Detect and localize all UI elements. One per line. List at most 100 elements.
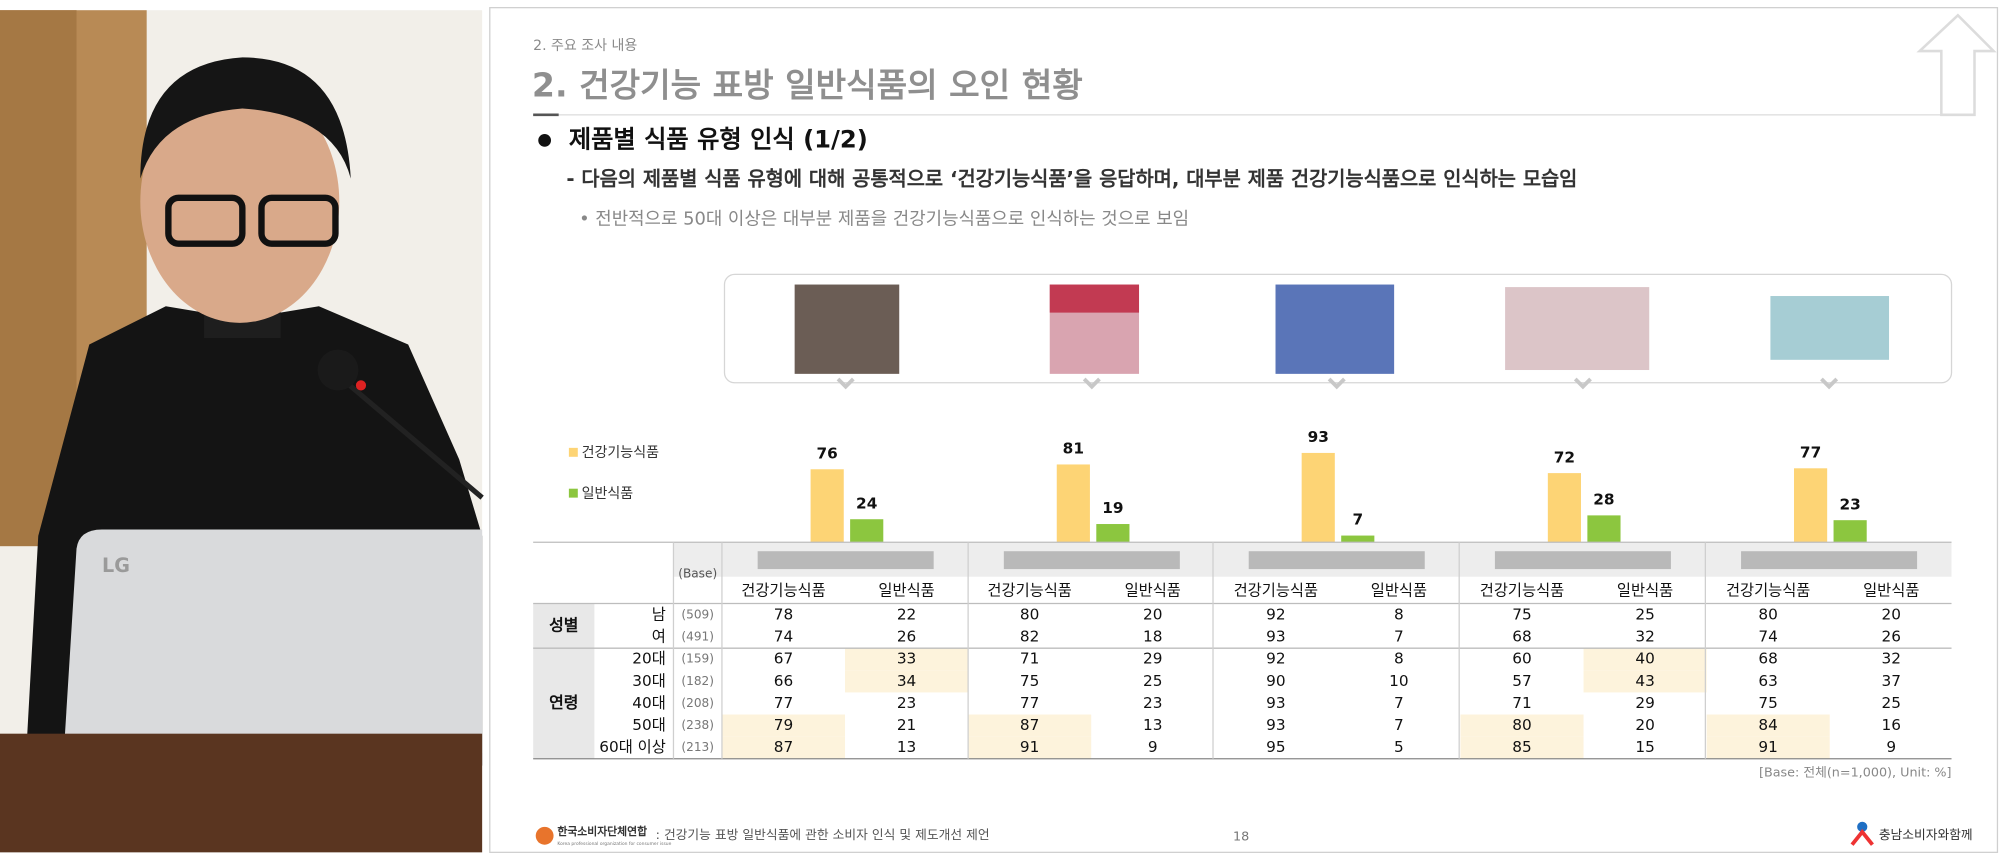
highlight-cell <box>1460 714 1584 737</box>
slide-title: 2. 건강기능 표방 일반식품의 오인 현황 <box>532 65 1083 104</box>
footer-right-logo: 충남소비자와함께 <box>1879 828 1973 843</box>
highlight-cell <box>1460 736 1584 759</box>
data-table: (Base) 건강기능식품 일반식품 건강기능식품 일반식품 건강기능식품 일반식품 건강기능… <box>533 541 1952 760</box>
table-cell: 25 <box>1143 672 1162 690</box>
value-label: 23 <box>1839 495 1860 513</box>
table-cell: 93 <box>1266 694 1285 712</box>
row-label: 남 <box>652 606 666 624</box>
column-header: 일반식품 <box>1863 581 1919 599</box>
product-image <box>1049 284 1140 313</box>
table-cell: 7 <box>1394 716 1404 734</box>
table-cell: 29 <box>1635 694 1654 712</box>
table-cell: 23 <box>897 694 916 712</box>
microphone <box>329 368 484 500</box>
legend-swatch <box>568 447 578 457</box>
highlight-cell <box>1706 736 1830 759</box>
table-cell: 37 <box>1882 672 1901 690</box>
glasses-right <box>258 194 339 247</box>
note: • 전반적으로 50대 이상은 대부분 제품을 건강기능식품으로 인식하는 것으… <box>579 208 1189 229</box>
microphone-light <box>355 380 367 391</box>
highlight-cell <box>1583 670 1707 693</box>
product-image <box>794 284 900 374</box>
product-image <box>1770 296 1890 360</box>
highlight-cell <box>845 670 969 693</box>
bar <box>1833 520 1867 543</box>
row-base: (213) <box>681 740 714 754</box>
table-cell: 25 <box>1882 694 1901 712</box>
product-name-blur <box>1741 551 1918 570</box>
table-cell: 68 <box>1512 628 1531 646</box>
table-cell: 78 <box>774 606 793 624</box>
bar <box>1587 515 1621 543</box>
column-header: 건강기능식품 <box>741 581 825 599</box>
table-cell: 18 <box>1143 628 1162 646</box>
column-header: 일반식품 <box>1617 581 1673 599</box>
table-cell: 20 <box>1882 606 1901 624</box>
table-cell: 75 <box>1020 672 1039 690</box>
table-cell: 9 <box>1886 738 1896 756</box>
table-cell: 16 <box>1882 716 1901 734</box>
table-cell: 13 <box>1143 716 1162 734</box>
row-label: 30대 <box>632 672 666 690</box>
table-cell: 92 <box>1266 606 1285 624</box>
bar <box>1096 524 1130 543</box>
value-label: 28 <box>1593 491 1614 509</box>
bar <box>1056 464 1090 543</box>
highlight-cell <box>845 648 969 671</box>
laptop-logo: LG <box>102 554 130 577</box>
table-cell: 60 <box>1512 650 1531 668</box>
product-name-blur <box>1003 551 1180 570</box>
value-label: 72 <box>1554 448 1575 466</box>
section-heading: 제품별 식품 유형 인식 (1/2) <box>569 125 868 153</box>
table-cell: 84 <box>1758 716 1777 734</box>
table-cell: 20 <box>1635 716 1654 734</box>
column-header: 건강기능식품 <box>1234 581 1318 599</box>
row-base: (238) <box>681 718 714 732</box>
product-name-blur <box>1494 551 1671 570</box>
table-cell: 32 <box>1882 650 1901 668</box>
table-cell: 8 <box>1394 650 1404 668</box>
column-header: 일반식품 <box>878 581 934 599</box>
table-cell: 71 <box>1020 650 1039 668</box>
table-cell: 91 <box>1758 738 1777 756</box>
table-cell: 75 <box>1758 694 1777 712</box>
table-cell: 29 <box>1143 650 1162 668</box>
table-cell: 20 <box>1143 606 1162 624</box>
base-header: (Base) <box>678 567 717 581</box>
table-cell: 87 <box>1020 716 1039 734</box>
product-strip <box>723 273 1953 384</box>
table-cell: 7 <box>1394 694 1404 712</box>
table-cell: 26 <box>1882 628 1901 646</box>
footer-right-mark <box>1857 821 1868 832</box>
table-cell: 80 <box>1020 606 1039 624</box>
table-cell: 90 <box>1266 672 1285 690</box>
chevron <box>836 377 855 390</box>
hair <box>140 57 351 179</box>
highlight-cell <box>968 736 1092 759</box>
row-base: (208) <box>681 696 714 710</box>
table-cell: 34 <box>897 672 916 690</box>
table-cell: 91 <box>1020 738 1039 756</box>
product-image <box>1275 284 1395 374</box>
footer-logo: 한국소비자단체연합 <box>557 824 647 838</box>
footer-report: : 건강기능 표방 일반식품에 관한 소비자 인식 및 제도개선 제언 <box>656 828 990 843</box>
footer-right-mark <box>1850 828 1874 846</box>
bullet-dot <box>538 133 552 147</box>
table-cell: 10 <box>1389 672 1408 690</box>
product-name-blur <box>757 551 934 570</box>
table-cell: 82 <box>1020 628 1039 646</box>
page-number: 18 <box>1233 830 1249 845</box>
legend-swatch <box>568 488 578 498</box>
table-cell: 74 <box>774 628 793 646</box>
table-cell: 40 <box>1635 650 1654 668</box>
table-cell: 74 <box>1758 628 1777 646</box>
value-label: 93 <box>1308 428 1329 446</box>
table-cell: 15 <box>1635 738 1654 756</box>
breadcrumb: 2. 주요 조사 내용 <box>533 38 637 54</box>
footer-logo-sub: Korea professional organization for cons… <box>557 841 671 847</box>
table-cell: 63 <box>1758 672 1777 690</box>
row-base: (182) <box>681 674 714 688</box>
